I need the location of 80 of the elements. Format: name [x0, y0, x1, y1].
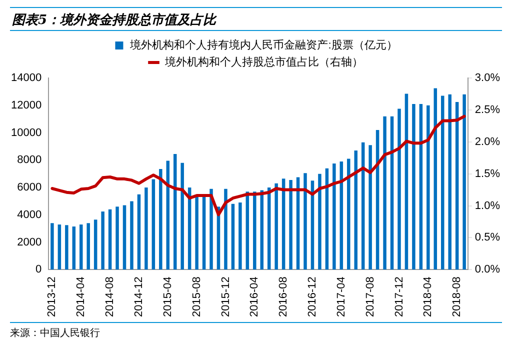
bar — [289, 180, 292, 270]
bar — [159, 169, 162, 270]
y-tick-label: 2000 — [17, 236, 42, 248]
bar — [274, 183, 278, 270]
bar — [130, 201, 134, 270]
x-tick-label: 2014-04 — [75, 276, 88, 318]
x-tick-label: 2017-12 — [393, 276, 406, 318]
bar — [58, 224, 62, 270]
x-tick-label: 2017-04 — [335, 276, 348, 318]
x-tick-label: 2018-04 — [422, 276, 434, 318]
bar — [383, 116, 386, 270]
bar — [122, 205, 126, 270]
bar — [173, 154, 177, 270]
bar — [347, 158, 350, 270]
x-tick-label: 2017-08 — [364, 276, 376, 318]
bar — [318, 174, 322, 270]
bar — [65, 225, 68, 270]
bar — [195, 196, 198, 270]
bar — [455, 102, 459, 270]
bar — [101, 211, 104, 270]
bar — [304, 173, 307, 270]
bar — [368, 145, 372, 270]
bar — [72, 226, 76, 270]
bar — [224, 188, 228, 270]
x-tick-label: 2016-08 — [278, 276, 290, 318]
y-tick-label: 12000 — [10, 99, 42, 112]
bar — [354, 150, 358, 270]
bar — [180, 162, 184, 270]
y-tick-label: 6000 — [17, 182, 42, 194]
bar — [448, 94, 452, 270]
bar — [419, 104, 423, 270]
bar — [144, 188, 148, 270]
bar — [426, 105, 430, 270]
bar — [79, 224, 83, 270]
bar — [202, 196, 206, 270]
bar — [108, 209, 112, 270]
bar — [260, 190, 264, 270]
y2-tick-label: 2.5% — [474, 104, 500, 116]
bar — [231, 204, 235, 270]
bar — [94, 220, 98, 270]
bar — [398, 108, 401, 270]
bar — [238, 202, 242, 270]
y2-tick-label: 1.0% — [474, 200, 500, 212]
bar — [332, 164, 336, 270]
x-tick-label: 2016-04 — [248, 276, 261, 318]
bar — [434, 88, 438, 270]
y-tick-label: 10000 — [10, 126, 42, 139]
source-note: 来源：中国人民银行 — [10, 322, 502, 340]
x-tick-label: 2015-08 — [190, 276, 203, 318]
bar — [116, 206, 119, 270]
bar — [152, 179, 156, 270]
y2-tick-label: 1.5% — [474, 168, 500, 180]
x-tick-label: 2013-12 — [46, 276, 58, 318]
x-tick-label: 2016-12 — [306, 276, 319, 318]
y2-tick-label: 2.0% — [474, 136, 500, 148]
bar — [50, 223, 54, 270]
bar — [253, 192, 256, 270]
bar — [210, 188, 213, 270]
y-tick-label: 4000 — [17, 208, 42, 221]
legend-label: 境外机构和个人持股总市值占比（右轴） — [164, 56, 363, 69]
bar — [412, 104, 416, 270]
bar — [440, 96, 444, 270]
y-tick-label: 0 — [35, 264, 42, 276]
bar — [462, 94, 466, 270]
bar — [404, 94, 408, 270]
y2-tick-label: 0.5% — [474, 232, 500, 244]
x-tick-label: 2018-08 — [451, 276, 464, 318]
x-tick-label: 2014-08 — [104, 276, 116, 318]
x-tick-label: 2015-04 — [162, 276, 174, 318]
y2-tick-label: 0.0% — [474, 264, 500, 276]
y2-tick-label: 3.0% — [474, 72, 500, 84]
bar — [390, 116, 394, 270]
y-tick-label: 14000 — [10, 72, 42, 84]
bar — [86, 223, 90, 270]
chart-title: 图表5：境外资金持股总市值及占比 — [10, 7, 502, 31]
y-tick-label: 8000 — [17, 154, 42, 166]
x-tick-label: 2015-12 — [220, 276, 232, 318]
x-tick-label: 2014-12 — [132, 276, 145, 318]
legend-label: 境外机构和个人持有境内人民币金融资产:股票（亿元） — [129, 38, 398, 52]
bar — [137, 194, 141, 270]
